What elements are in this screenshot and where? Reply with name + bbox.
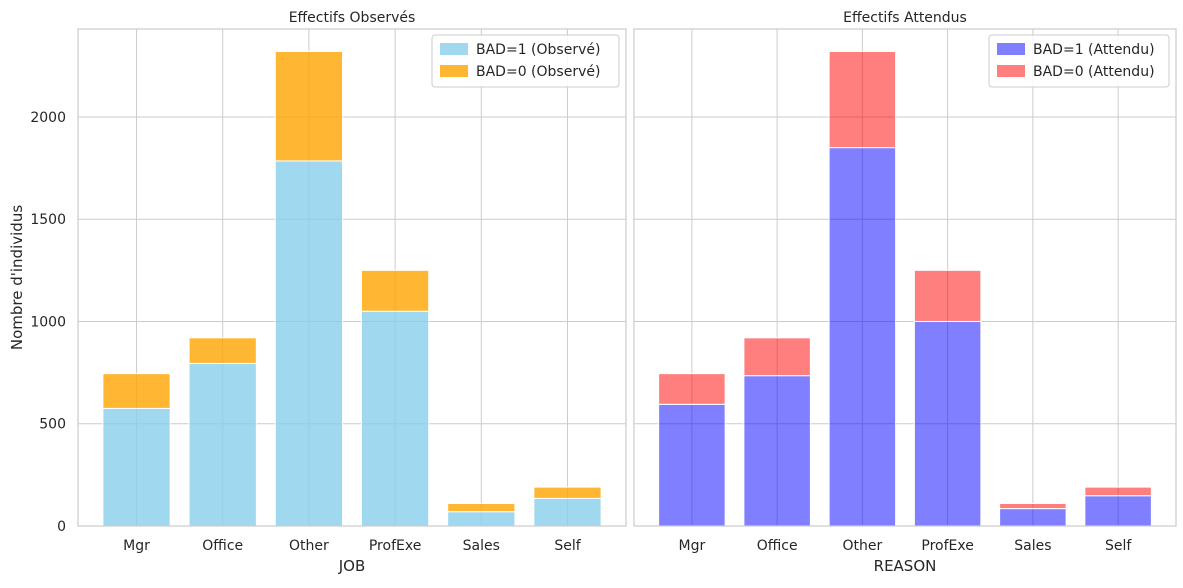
- legend-swatch: [997, 65, 1025, 77]
- x-tick-label: ProfExe: [921, 538, 973, 554]
- x-tick-label: Sales: [463, 538, 500, 554]
- chart-title: Effectifs Observés: [289, 10, 416, 26]
- axes-frame: [77, 28, 627, 527]
- bar-profexe-series-2: [360, 269, 430, 312]
- x-tick-label: Sales: [1014, 538, 1051, 554]
- y-tick-label: 1000: [30, 314, 66, 330]
- legend-box: [431, 34, 620, 88]
- bar-self-series-2: [533, 486, 602, 499]
- x-axis-label: JOB: [338, 557, 366, 575]
- x-tick-label: Self: [1105, 538, 1132, 554]
- y-tick-label: 1500: [30, 212, 66, 228]
- y-tick-label: 2000: [30, 110, 66, 126]
- x-tick-label: ProfExe: [369, 538, 421, 554]
- legend-label: BAD=0 (Attendu): [1033, 64, 1155, 80]
- bar-sales-series-1: [447, 511, 516, 527]
- legend-label: BAD=1 (Attendu): [1033, 42, 1155, 58]
- bar-profexe-series-1: [360, 310, 430, 527]
- bar-other-series-1: [828, 147, 897, 527]
- x-tick-label: Office: [757, 538, 798, 554]
- bar-mgr-series-1: [102, 407, 171, 527]
- axes-frame: [633, 28, 1177, 527]
- bar-mgr-series-2: [102, 373, 171, 409]
- bar-other-series-2: [274, 50, 344, 162]
- bar-sales-series-2: [447, 503, 516, 513]
- x-tick-label: Mgr: [679, 538, 706, 554]
- bar-mgr-series-2: [658, 373, 726, 405]
- bar-office-series-1: [188, 362, 257, 527]
- bar-self-series-1: [533, 497, 602, 527]
- x-tick-label: Office: [202, 538, 243, 554]
- legend-swatch: [440, 65, 468, 77]
- bar-self-series-1: [1084, 495, 1152, 527]
- legend-label: BAD=1 (Observé): [476, 42, 600, 58]
- x-tick-label: Other: [289, 538, 329, 554]
- legend-box: [988, 34, 1170, 88]
- bar-sales-series-2: [999, 503, 1067, 510]
- bar-other-series-1: [274, 160, 344, 527]
- legend-swatch: [440, 43, 468, 55]
- x-tick-label: Mgr: [123, 538, 150, 554]
- y-tick-label: 500: [39, 417, 66, 433]
- bar-profexe-series-1: [913, 320, 982, 527]
- x-tick-label: Other: [842, 538, 882, 554]
- bar-office-series-2: [743, 337, 811, 377]
- x-tick-label: Self: [554, 538, 581, 554]
- legend-label: BAD=0 (Observé): [476, 64, 600, 80]
- x-axis-label: REASON: [874, 557, 937, 575]
- bar-office-series-1: [743, 375, 811, 527]
- y-tick-label: 0: [57, 519, 66, 535]
- bar-sales-series-1: [999, 508, 1067, 527]
- bar-profexe-series-2: [913, 269, 982, 322]
- y-axis-label: Nombre d'individus: [8, 205, 26, 350]
- bar-mgr-series-1: [658, 403, 726, 527]
- chart-title: Effectifs Attendus: [843, 10, 967, 26]
- legend-swatch: [997, 43, 1025, 55]
- bar-office-series-2: [188, 337, 257, 364]
- bar-self-series-2: [1084, 486, 1152, 497]
- bar-other-series-2: [828, 50, 897, 149]
